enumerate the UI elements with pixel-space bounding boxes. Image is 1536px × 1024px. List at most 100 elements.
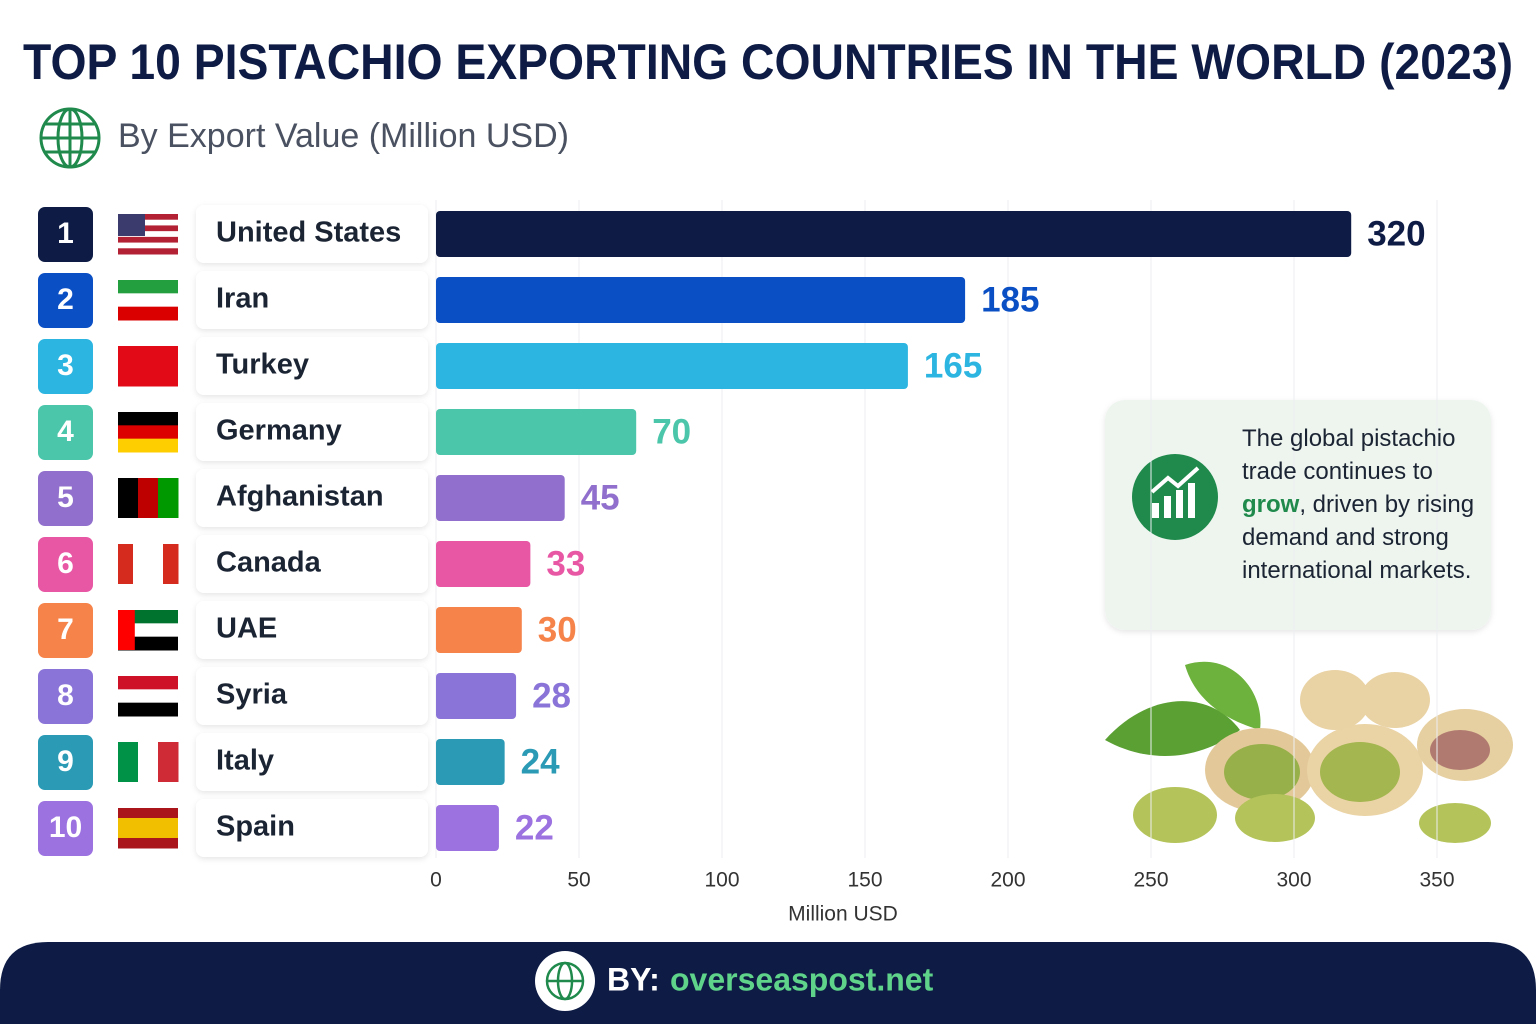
x-tick-label: 250: [1133, 869, 1168, 892]
bar: [436, 805, 499, 851]
x-tick-label: 300: [1276, 869, 1311, 892]
x-tick-label: 50: [567, 869, 590, 892]
category-label: Spain: [216, 811, 295, 843]
value-label: 22: [515, 808, 554, 847]
flag-stripe: [118, 438, 178, 453]
flag-stripe: [118, 828, 178, 839]
category-label: United States: [216, 217, 401, 249]
rank-label: 5: [57, 481, 74, 514]
footer-band: [0, 942, 1536, 1024]
name-box: [196, 733, 428, 791]
category-label: Afghanistan: [216, 481, 384, 513]
footer-prefix: BY:: [607, 961, 660, 997]
flag-stripe: [118, 676, 178, 690]
callout-highlight: grow: [1242, 491, 1300, 518]
flag-stripe: [118, 818, 178, 829]
flag-stripe: [118, 702, 178, 717]
flag-stripe: [118, 346, 178, 387]
value-label: 28: [532, 676, 571, 715]
x-axis-label: Million USD: [788, 903, 898, 926]
callout-text: The global pistachio trade continues to …: [1242, 422, 1482, 587]
bar: [436, 607, 522, 653]
callout-box: [1105, 400, 1491, 630]
name-box: [196, 667, 428, 725]
category-label: Germany: [216, 415, 342, 447]
flag-stripe: [118, 214, 178, 221]
name-box: [196, 271, 428, 329]
flag-stripe: [118, 689, 178, 704]
name-box: [196, 535, 428, 593]
flag-stripe: [133, 544, 149, 584]
rank-label: 2: [57, 283, 74, 316]
category-label: Canada: [216, 547, 322, 579]
value-label: 24: [521, 742, 560, 781]
subtitle: By Export Value (Million USD): [118, 117, 569, 155]
rank-box: [38, 669, 93, 724]
rank-box: [38, 405, 93, 460]
value-label: 33: [546, 544, 585, 583]
value-label: 185: [981, 280, 1039, 319]
flag-stripe: [118, 293, 178, 308]
footer-globe: [545, 961, 585, 1001]
category-label: Italy: [216, 745, 274, 777]
bar: [436, 739, 505, 785]
value-label: 45: [581, 478, 620, 517]
rank-label: 4: [57, 415, 74, 448]
rank-box: [38, 273, 93, 328]
flag-stripe: [138, 742, 159, 782]
value-label: 165: [924, 346, 982, 385]
flag-stripe: [118, 242, 178, 249]
flag-stripe: [118, 225, 178, 232]
value-label: 320: [1367, 214, 1425, 253]
rank-label: 1: [57, 217, 74, 250]
bar: [436, 475, 565, 521]
rank-box: [38, 801, 93, 856]
bar: [436, 541, 531, 587]
category-label: Syria: [216, 679, 288, 711]
globe-icon: [39, 107, 101, 169]
bar: [436, 409, 637, 455]
chart-title: TOP 10 PISTACHIO EXPORTING COUNTRIES IN …: [23, 34, 1513, 90]
rank-label: 8: [57, 679, 74, 712]
callout-before: The global pistachio trade continues to: [1242, 425, 1456, 485]
x-tick-label: 200: [990, 869, 1025, 892]
flag-stripe: [118, 808, 178, 819]
rank-box: [38, 603, 93, 658]
rank-label: 6: [57, 547, 74, 580]
rank-box: [38, 339, 93, 394]
rank-box: [38, 471, 93, 526]
bar: [436, 211, 1352, 257]
rank-label: 7: [57, 613, 74, 646]
rank-box: [38, 537, 93, 592]
rank-label: 9: [57, 745, 74, 778]
flag-side: [118, 610, 135, 650]
rank-label: 3: [57, 349, 74, 382]
category-label: UAE: [216, 613, 277, 645]
flag-stripe: [118, 231, 178, 238]
flag-canton: [118, 214, 145, 236]
category-label: Turkey: [216, 349, 309, 381]
x-tick-label: 0: [430, 869, 442, 892]
flag-stripe: [158, 478, 179, 518]
name-box: [196, 601, 428, 659]
flag-stripe: [158, 742, 179, 782]
flag-stripe: [118, 248, 178, 255]
bar: [436, 343, 908, 389]
flag-stripe: [118, 412, 178, 426]
rank-label: 10: [49, 811, 82, 844]
x-tick-label: 350: [1419, 869, 1454, 892]
growth-icon-bars: [1152, 483, 1195, 518]
name-box: [196, 799, 428, 857]
value-label: 70: [652, 412, 691, 451]
name-box: [196, 205, 428, 263]
name-box: [196, 469, 428, 527]
flag-stripe: [118, 236, 178, 244]
pistachio-illustration: [1105, 661, 1513, 843]
growth-arrow: [1150, 466, 1200, 494]
flag-stripe: [163, 544, 179, 584]
rank-box: [38, 207, 93, 262]
footer-site: overseaspost.net: [670, 961, 934, 997]
flag-stripe: [138, 478, 159, 518]
